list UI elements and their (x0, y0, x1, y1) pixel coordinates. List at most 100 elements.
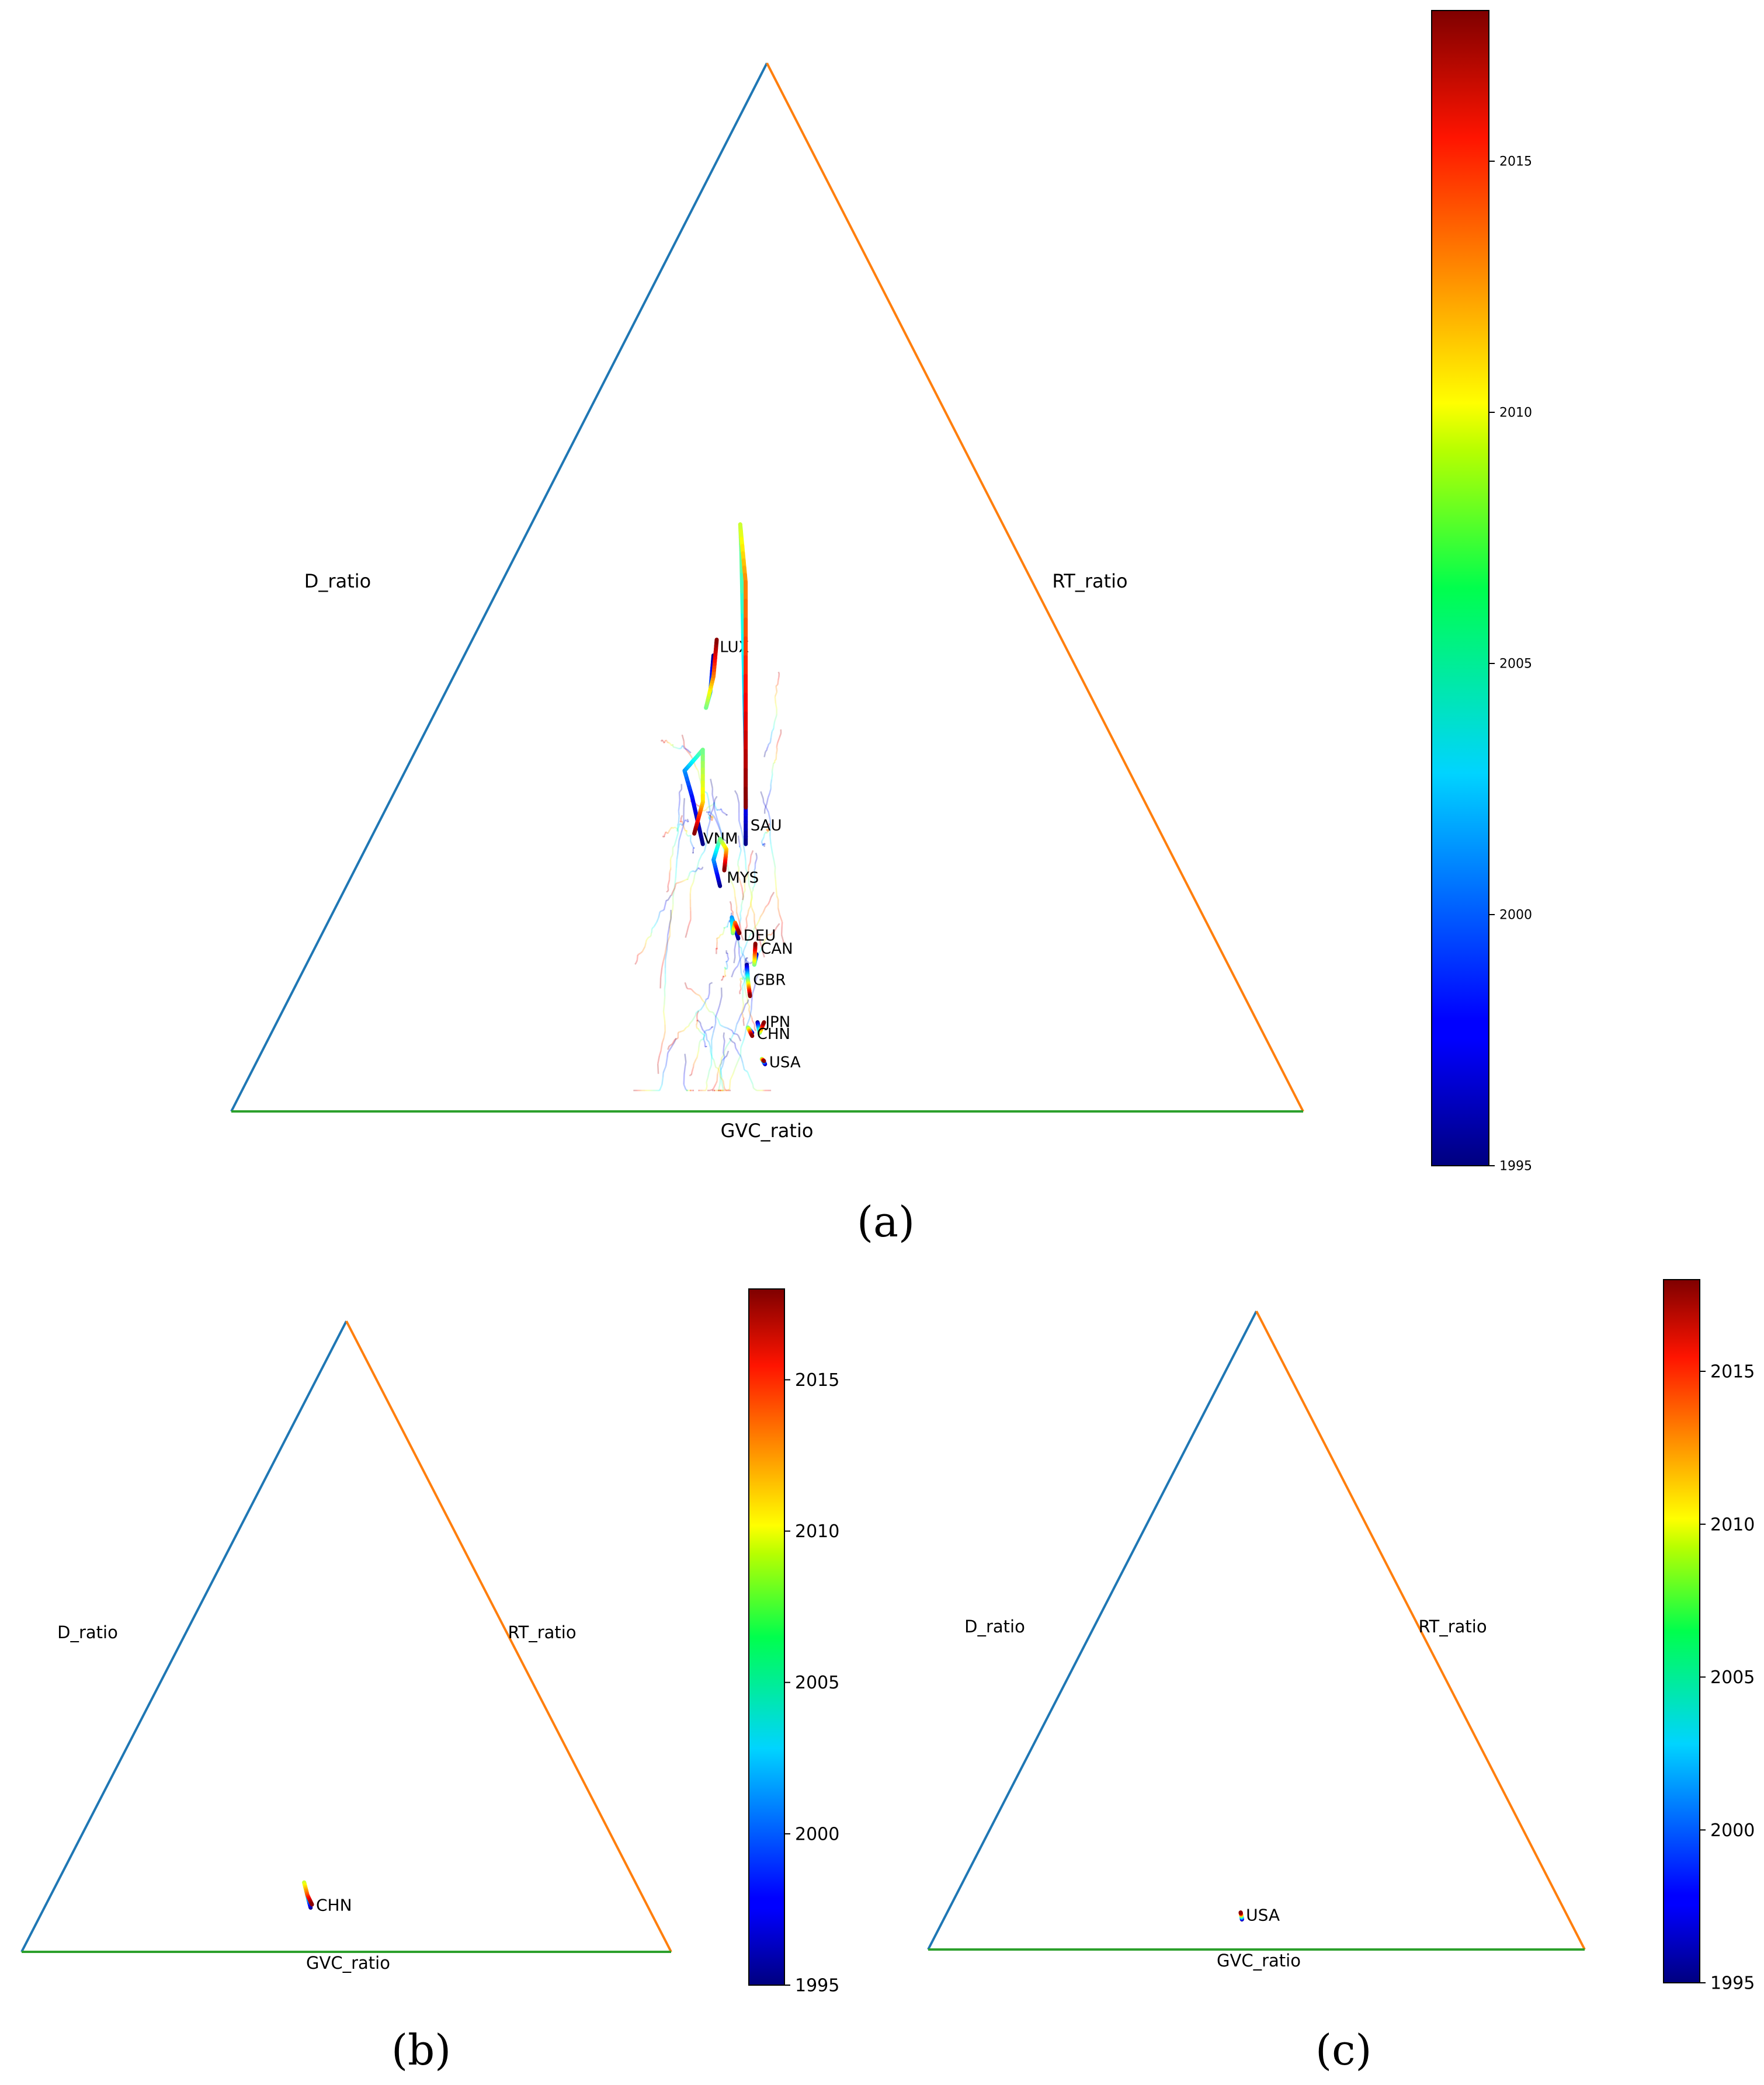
panel-c-ternary-plot: USA D_ratio RT_ratio GVC_ratio (927, 1311, 1586, 1971)
background-trajectory-segment (738, 843, 741, 847)
background-trajectory-segment (744, 972, 746, 975)
background-trajectory-segment (729, 1036, 733, 1042)
background-trajectory-segment (742, 950, 745, 955)
background-trajectory-segment (748, 862, 751, 867)
background-trajectory-segment (696, 769, 699, 772)
background-trajectory-segment (753, 924, 758, 929)
background-trajectory-segment (745, 941, 748, 946)
series-usa: USA (1238, 1906, 1280, 1925)
background-trajectory-segment (717, 1068, 720, 1071)
background-trajectory-segment (670, 909, 673, 916)
background-trajectory-segment (712, 1084, 717, 1090)
background-trajectory-segment (721, 1086, 724, 1090)
background-trajectory-segment (661, 1038, 665, 1043)
background-trajectory-segment (732, 884, 735, 891)
background-trajectory-segment (710, 779, 714, 789)
background-trajectory-segment (736, 1020, 739, 1025)
background-trajectory-segment (747, 875, 750, 885)
background-trajectory-segment (777, 671, 780, 674)
background-trajectory-segment (698, 854, 703, 861)
background-trajectory-segment (735, 965, 738, 969)
background-trajectory-segment (683, 746, 688, 752)
background-trajectory-segment (660, 1042, 664, 1052)
background-trajectory-segment (648, 935, 651, 939)
background-trajectory-segment (663, 832, 666, 836)
background-trajectory-segment (675, 883, 677, 886)
background-trajectory-segment (721, 1080, 724, 1087)
background-trajectory-segment (763, 831, 767, 835)
background-trajectory-segment (743, 944, 747, 951)
background-trajectory-segment (659, 967, 663, 978)
background-trajectory-segment (711, 816, 714, 819)
background-trajectory-segment (725, 960, 728, 962)
background-trajectory-segment (769, 790, 772, 794)
background-trajectory-segment (753, 1087, 758, 1092)
background-trajectory-segment (766, 748, 768, 751)
background-trajectory-segment (666, 890, 669, 893)
background-trajectory-segment (693, 847, 695, 849)
background-trajectory-segment (773, 927, 777, 932)
background-trajectory-segment (720, 1069, 723, 1078)
background-trajectory-segment (729, 874, 732, 881)
background-trajectory-segment (780, 934, 785, 944)
background-trajectory-segment (717, 1072, 719, 1075)
d-ratio-edge (20, 1320, 348, 1952)
background-trajectory-segment (757, 950, 762, 954)
background-trajectory-segment (675, 832, 679, 839)
series-gbr: GBR (745, 962, 786, 998)
background-trajectory-segment (709, 1027, 713, 1031)
background-trajectory-segment (684, 1054, 687, 1062)
rt-ratio-edge (766, 62, 1304, 1112)
background-trajectory-segment (735, 1047, 738, 1052)
background-trajectory-segment (756, 920, 760, 925)
background-trajectory-segment (688, 873, 690, 876)
background-trajectory-segment (703, 1030, 706, 1034)
background-trajectory-segment (653, 921, 658, 927)
background-trajectory-segment (658, 1051, 662, 1057)
background-trajectory-segment (692, 1014, 696, 1021)
background-trajectory-segment (710, 808, 714, 815)
background-trajectory-segment (663, 1031, 666, 1039)
background-trajectory-segment (742, 981, 745, 986)
background-trajectory-segment (712, 799, 716, 809)
colorbar-tick-label: 1995 (795, 1976, 839, 1996)
background-trajectory-segment (765, 749, 768, 752)
background-trajectory-segment (693, 875, 696, 880)
background-trajectory-segment (710, 1052, 714, 1059)
background-trajectory-segment (696, 1010, 700, 1014)
background-trajectory-segment (768, 742, 771, 745)
background-trajectory-segment (737, 1035, 742, 1041)
country-label-jpn: JPN (764, 1013, 790, 1031)
background-trajectory-segment (667, 1047, 672, 1054)
gvc-ratio-axis-label: GVC_ratio (306, 1953, 390, 1973)
background-trajectory-segment (662, 909, 665, 912)
background-trajectory-segment (676, 854, 679, 860)
background-trajectory-segment (730, 880, 734, 885)
background-trajectory-segment (674, 826, 677, 829)
series-mys: MYS (711, 836, 759, 888)
series-vnm: VNM (682, 748, 738, 847)
background-trajectory-segment (754, 858, 758, 864)
colorbar-c: 1995 2000 2005 2010 2015 (1663, 1279, 1755, 1994)
background-trajectory-segment (668, 1043, 673, 1047)
background-trajectory-segment (717, 1019, 721, 1026)
background-trajectory-segment (698, 805, 700, 807)
background-trajectory-segment (721, 1058, 725, 1061)
background-trajectory-segment (686, 876, 689, 880)
background-trajectory-segment (683, 798, 686, 807)
d-ratio-edge (927, 1311, 1258, 1950)
background-trajectory-segment (773, 721, 776, 726)
d-ratio-axis-label: D_ratio (57, 1622, 118, 1642)
background-trajectory-segment (665, 1057, 668, 1066)
background-trajectory-segment (661, 739, 665, 744)
background-trajectory-segment (689, 751, 692, 754)
background-trajectory-segment (762, 801, 767, 808)
background-trajectory-segment (776, 742, 779, 748)
background-trajectory-segment (716, 809, 718, 811)
rt-ratio-axis-label: RT_ratio (1052, 570, 1127, 592)
background-trajectory-segment (685, 1089, 687, 1092)
background-trajectory-segment (752, 927, 755, 933)
background-trajectory-segment (716, 1074, 718, 1082)
background-trajectory-segment (711, 815, 714, 819)
background-trajectory-segment (683, 1066, 686, 1075)
